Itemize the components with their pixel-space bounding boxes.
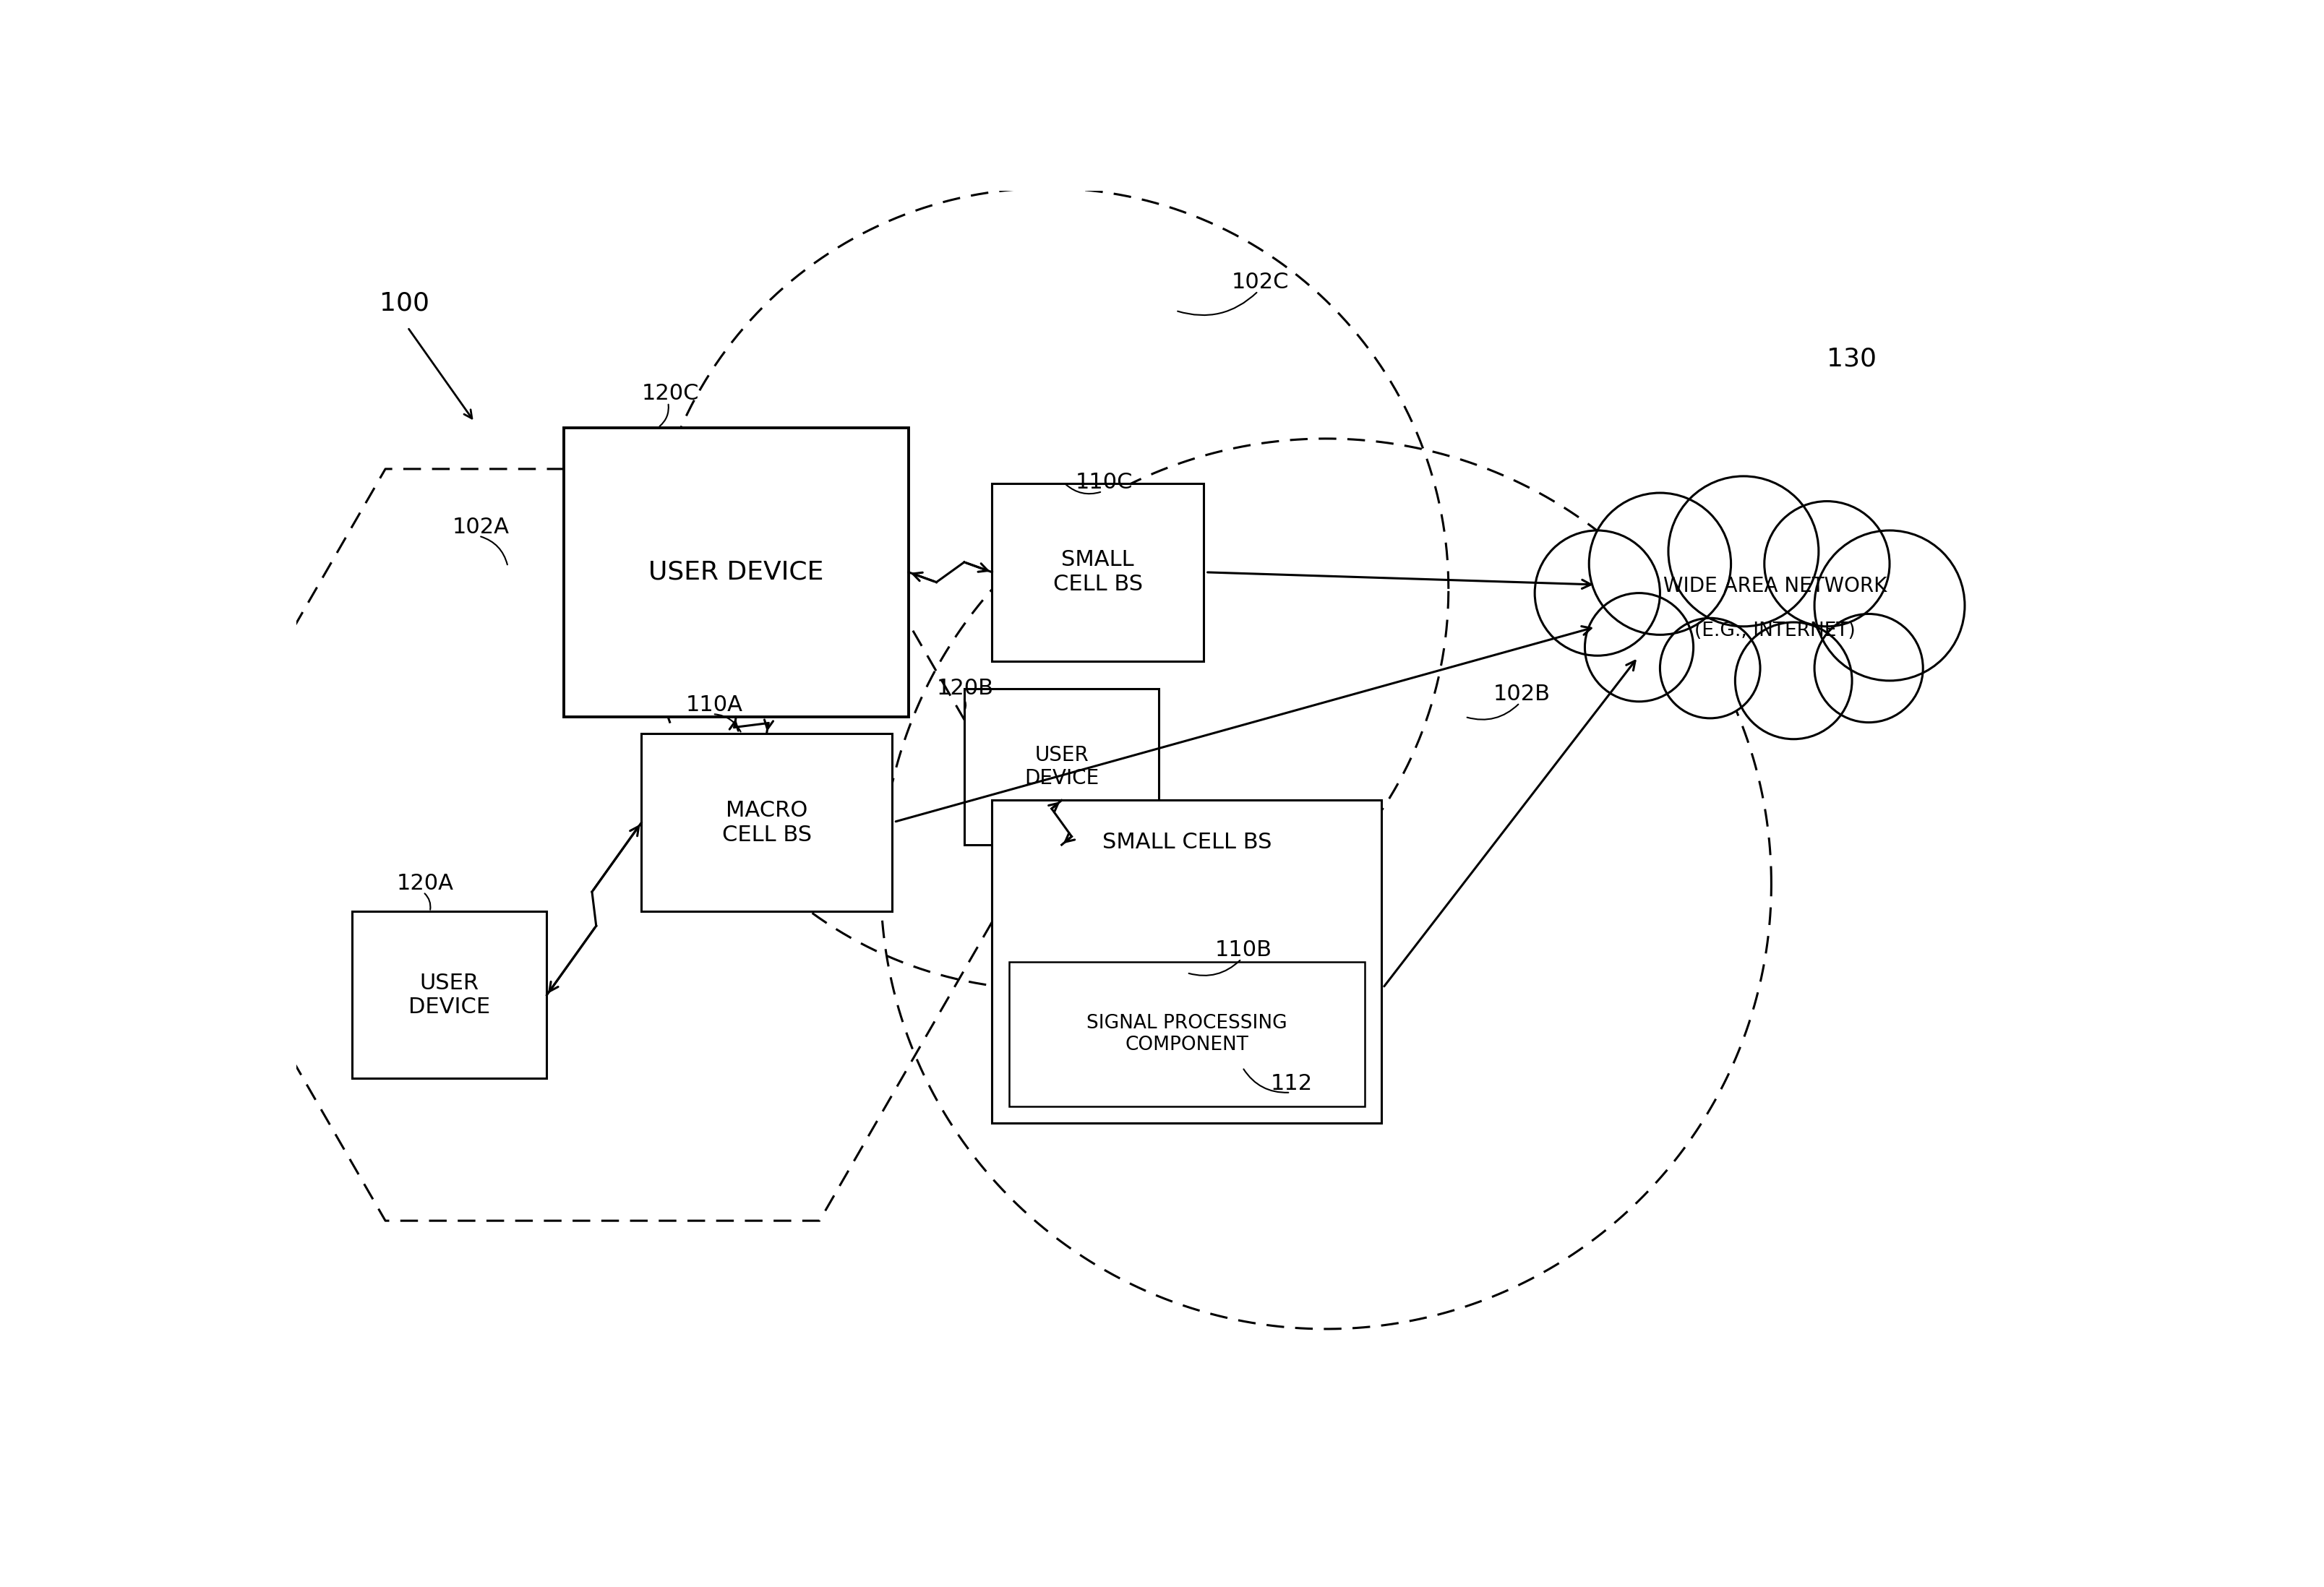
Text: 120C: 120C <box>641 382 700 405</box>
Text: USER
DEVICE: USER DEVICE <box>409 973 490 1017</box>
Circle shape <box>1736 622 1852 740</box>
Text: MACRO
CELL BS: MACRO CELL BS <box>723 800 811 846</box>
Circle shape <box>1815 614 1922 722</box>
Text: SMALL CELL BS: SMALL CELL BS <box>1102 832 1271 852</box>
Text: 130: 130 <box>1827 348 1878 371</box>
Circle shape <box>1585 594 1694 701</box>
Bar <box>992 800 1383 1124</box>
Text: 102C: 102C <box>1232 271 1290 292</box>
Bar <box>964 689 1160 844</box>
Circle shape <box>1669 476 1820 627</box>
Text: SIGNAL PROCESSING
COMPONENT: SIGNAL PROCESSING COMPONENT <box>1088 1014 1287 1054</box>
Text: 110A: 110A <box>686 695 744 716</box>
Bar <box>641 733 892 911</box>
Text: 100: 100 <box>379 290 430 316</box>
Text: 120B: 120B <box>937 678 995 698</box>
Bar <box>1009 962 1364 1106</box>
Text: SMALL
CELL BS: SMALL CELL BS <box>1053 549 1143 595</box>
Circle shape <box>1590 494 1731 635</box>
Text: 110B: 110B <box>1215 940 1271 960</box>
Text: 102A: 102A <box>453 517 509 538</box>
Text: (E.G., INTERNET): (E.G., INTERNET) <box>1694 621 1855 640</box>
Circle shape <box>1534 530 1659 655</box>
Circle shape <box>1659 617 1759 719</box>
Text: 112: 112 <box>1271 1073 1313 1093</box>
Text: USER
DEVICE: USER DEVICE <box>1025 746 1099 789</box>
Bar <box>562 427 909 717</box>
Text: 110C: 110C <box>1076 471 1134 494</box>
Text: 102B: 102B <box>1492 684 1550 705</box>
Bar <box>992 482 1204 662</box>
Text: USER DEVICE: USER DEVICE <box>648 560 823 584</box>
Text: WIDE AREA NETWORK: WIDE AREA NETWORK <box>1664 576 1887 597</box>
Circle shape <box>1815 530 1964 681</box>
Circle shape <box>1764 501 1889 627</box>
Text: 120A: 120A <box>397 873 453 893</box>
Bar <box>351 911 546 1079</box>
